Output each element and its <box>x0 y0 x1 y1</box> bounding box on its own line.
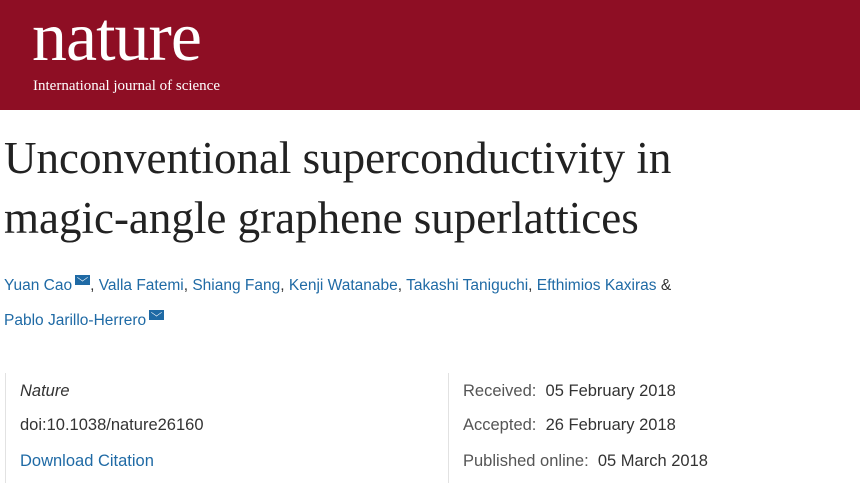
ampersand: & <box>656 277 672 294</box>
journal-name: Nature <box>20 382 70 400</box>
received-label: Received: <box>463 382 537 400</box>
separator: , <box>183 277 193 294</box>
author-link[interactable]: Valla Fatemi <box>98 277 184 294</box>
article-title: Unconventional superconductivity in magic… <box>4 128 671 248</box>
download-citation-link[interactable]: Download Citation <box>20 452 154 470</box>
accepted-date: Accepted: 26 February 2018 <box>463 415 676 435</box>
published-label: Published online: <box>463 452 589 470</box>
author-link[interactable]: Shiang Fang <box>192 277 281 294</box>
author-link[interactable]: Yuan Cao <box>4 277 73 294</box>
author-link[interactable]: Efthimios Kaxiras <box>536 277 657 294</box>
author-link[interactable]: Takashi Taniguchi <box>406 277 529 294</box>
separator: , <box>280 277 289 294</box>
author-list: Yuan Cao, Valla Fatemi, Shiang Fang, Ken… <box>4 268 854 338</box>
doi: doi:10.1038/nature26160 <box>20 416 204 434</box>
published-date: Published online: 05 March 2018 <box>463 451 708 471</box>
email-icon[interactable] <box>75 275 91 285</box>
nature-logo[interactable]: nature <box>32 0 202 76</box>
accepted-label: Accepted: <box>463 416 537 434</box>
separator: , <box>90 277 99 294</box>
accepted-value: 26 February 2018 <box>545 416 676 434</box>
title-line-2: magic-angle graphene superlattices <box>4 193 639 243</box>
separator: , <box>397 277 407 294</box>
title-line-1: Unconventional superconductivity in <box>4 133 672 183</box>
email-icon[interactable] <box>149 310 165 320</box>
dates-panel: Received: 05 February 2018 Accepted: 26 … <box>448 373 868 483</box>
received-value: 05 February 2018 <box>545 382 676 400</box>
author-link[interactable]: Pablo Jarillo-Herrero <box>4 312 147 329</box>
received-date: Received: 05 February 2018 <box>463 381 676 401</box>
tagline: International journal of science <box>33 78 221 94</box>
published-value: 05 March 2018 <box>597 452 708 470</box>
journal-header: nature International journal of science <box>0 0 860 110</box>
author-link[interactable]: Kenji Watanabe <box>288 277 398 294</box>
citation-panel: Nature doi:10.1038/nature26160 Download … <box>5 373 446 483</box>
separator: , <box>528 277 537 294</box>
